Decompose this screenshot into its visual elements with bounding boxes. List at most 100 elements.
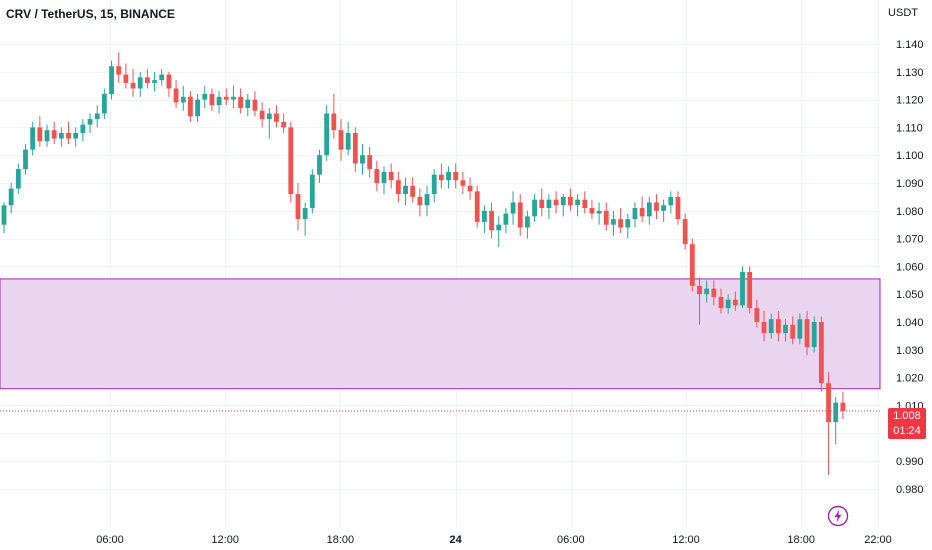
candle [245, 94, 251, 117]
y-tick-label: 1.060 [896, 261, 924, 273]
candle [481, 205, 487, 234]
y-tick-label: 1.080 [896, 206, 924, 218]
candle [123, 63, 129, 89]
x-tick-label: 12:00 [672, 534, 700, 546]
x-tick-label: 12:00 [211, 534, 239, 546]
candle-body [259, 110, 265, 120]
candle-body [503, 213, 509, 225]
candle [525, 210, 530, 239]
candle [345, 121, 351, 156]
candle-body [603, 210, 609, 225]
candle-body [360, 155, 365, 164]
candle [173, 80, 179, 108]
lightning-icon[interactable] [827, 505, 849, 527]
candle [331, 94, 337, 139]
candle-body [274, 113, 279, 122]
candle-body [374, 169, 380, 183]
candle-body [811, 322, 817, 348]
candle [424, 185, 430, 217]
candle [51, 121, 57, 145]
candle-body [202, 94, 208, 100]
candle-body [489, 210, 494, 231]
candle-body [517, 202, 523, 228]
candle [818, 316, 824, 392]
candle-body [288, 127, 294, 195]
candle-body [553, 199, 559, 206]
candle-body [388, 171, 394, 181]
candle [560, 194, 566, 217]
candle-body [668, 196, 674, 206]
x-tick-label: 18:00 [787, 534, 815, 546]
candle [654, 194, 659, 220]
candle-body [216, 96, 222, 106]
candle [790, 316, 796, 345]
candle-body [101, 94, 107, 114]
candle [374, 160, 380, 192]
candle-body [73, 132, 79, 139]
candle [195, 94, 200, 122]
candle-body [718, 296, 724, 309]
candle-body [639, 208, 645, 217]
candle [381, 166, 387, 195]
candle [130, 69, 136, 97]
candle [252, 91, 258, 117]
candle-body [245, 99, 251, 108]
candle [582, 191, 588, 214]
candle [8, 183, 14, 214]
candle-body [725, 299, 731, 309]
candle [711, 280, 717, 306]
candle-body [87, 119, 93, 125]
supply-zone[interactable] [0, 278, 881, 390]
candle-body [44, 130, 50, 142]
candle-body [646, 202, 652, 217]
candle [632, 202, 638, 228]
candle-body [266, 113, 272, 120]
candle [80, 119, 86, 142]
candle [295, 183, 301, 231]
candle [510, 191, 516, 225]
candle-body [732, 299, 738, 306]
candle-body [209, 94, 215, 106]
x-tick-label: 24 [449, 534, 462, 546]
candle-body [324, 113, 330, 156]
candle-body [467, 185, 473, 192]
candle-body [173, 88, 179, 103]
candle [87, 113, 93, 133]
candle [109, 60, 114, 100]
candle-body [539, 199, 545, 209]
candle-body [826, 383, 831, 423]
candle-body [159, 74, 165, 81]
candle [460, 171, 466, 195]
candle [775, 310, 781, 342]
candle [338, 119, 344, 161]
candle [725, 294, 731, 314]
candle [66, 121, 71, 145]
bar-countdown: 01:24 [893, 425, 921, 437]
candle-body [367, 155, 373, 170]
candle [388, 163, 394, 189]
candle-body [281, 121, 287, 128]
x-tick-label: 22:00 [864, 534, 892, 546]
candle [403, 177, 408, 206]
candle-body [252, 99, 258, 111]
candle-body [438, 174, 444, 181]
candle-body [568, 196, 573, 206]
y-tick-label: 0.990 [896, 456, 924, 468]
candle [188, 91, 193, 122]
candle-body [761, 322, 767, 334]
candle [73, 127, 79, 147]
candle [596, 202, 602, 225]
candle [360, 144, 365, 175]
candle-body [130, 82, 136, 89]
y-tick-label: 1.050 [896, 289, 924, 301]
last-price-tag: 1.008 01:24 [888, 408, 926, 439]
x-tick-label: 06:00 [96, 534, 124, 546]
symbol-title[interactable]: CRV / TetherUS, 15, BINANCE [6, 7, 175, 21]
candle-body [23, 149, 28, 170]
candle [826, 372, 831, 475]
candle-body [697, 285, 702, 295]
candle [216, 91, 222, 114]
candle [489, 202, 494, 239]
candle [446, 166, 451, 189]
